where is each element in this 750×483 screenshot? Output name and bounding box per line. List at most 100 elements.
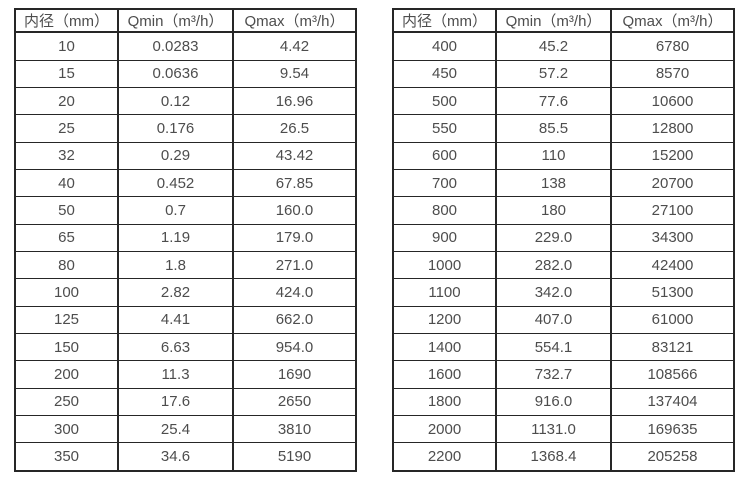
cell-qmin: 6.63 [117, 332, 234, 362]
cell-diameter: 1600 [392, 360, 497, 389]
table-row: 50 0.7 160.0 [14, 196, 357, 225]
cell-diameter: 1400 [392, 332, 497, 362]
cell-qmax: 67.85 [232, 168, 357, 198]
cell-qmax: 83121 [610, 332, 735, 362]
cell-diameter: 1000 [392, 250, 497, 280]
cell-qmax: 15200 [610, 141, 735, 170]
cell-qmin: 1368.4 [495, 442, 612, 473]
table-row: 2000 1131.0 169635 [392, 414, 735, 444]
table-row: 10 0.0283 4.42 [14, 31, 357, 61]
cell-diameter: 400 [392, 31, 497, 61]
cell-qmin: 110 [495, 141, 612, 170]
cell-qmax: 4.42 [232, 31, 357, 61]
cell-diameter: 2200 [392, 442, 497, 473]
table-row: 450 57.2 8570 [392, 59, 735, 88]
column-header-qmax: Qmax（m³/h） [232, 8, 357, 33]
cell-qmin: 11.3 [117, 360, 234, 389]
cell-diameter: 10 [14, 31, 119, 61]
cell-diameter: 1100 [392, 278, 497, 307]
cell-qmin: 0.0636 [117, 59, 234, 88]
cell-qmax: 179.0 [232, 223, 357, 252]
cell-qmin: 0.7 [117, 196, 234, 225]
cell-diameter: 800 [392, 196, 497, 225]
table-row: 40 0.452 67.85 [14, 168, 357, 198]
cell-diameter: 250 [14, 387, 119, 416]
cell-qmin: 0.29 [117, 141, 234, 170]
cell-diameter: 200 [14, 360, 119, 389]
table-row: 600 110 15200 [392, 141, 735, 170]
cell-qmax: 5190 [232, 442, 357, 473]
cell-diameter: 80 [14, 250, 119, 280]
column-header-diameter: 内径（mm） [392, 8, 497, 33]
cell-qmax: 424.0 [232, 278, 357, 307]
cell-qmin: 85.5 [495, 114, 612, 143]
table-row: 1000 282.0 42400 [392, 250, 735, 280]
table-row: 400 45.2 6780 [392, 31, 735, 61]
table-row: 900 229.0 34300 [392, 223, 735, 252]
cell-qmax: 43.42 [232, 141, 357, 170]
flow-spec-table-small-diameters: 内径（mm） Qmin（m³/h） Qmax（m³/h） 10 0.0283 4.42 1… [14, 8, 357, 473]
cell-diameter: 600 [392, 141, 497, 170]
cell-qmax: 12800 [610, 114, 735, 143]
table-row: 350 34.6 5190 [14, 442, 357, 473]
cell-qmax: 16.96 [232, 86, 357, 116]
cell-qmin: 1.8 [117, 250, 234, 280]
table-row: 100 2.82 424.0 [14, 278, 357, 307]
cell-qmin: 138 [495, 168, 612, 198]
cell-qmin: 2.82 [117, 278, 234, 307]
cell-diameter: 2000 [392, 414, 497, 444]
table-row: 2200 1368.4 205258 [392, 442, 735, 473]
cell-qmin: 4.41 [117, 305, 234, 334]
table-row: 15 0.0636 9.54 [14, 59, 357, 88]
cell-qmax: 271.0 [232, 250, 357, 280]
table-row: 125 4.41 662.0 [14, 305, 357, 334]
column-header-qmax: Qmax（m³/h） [610, 8, 735, 33]
cell-diameter: 900 [392, 223, 497, 252]
cell-diameter: 40 [14, 168, 119, 198]
cell-diameter: 50 [14, 196, 119, 225]
table-row: 1400 554.1 83121 [392, 332, 735, 362]
table-row: 80 1.8 271.0 [14, 250, 357, 280]
cell-qmin: 0.0283 [117, 31, 234, 61]
column-header-diameter: 内径（mm） [14, 8, 119, 33]
cell-qmin: 229.0 [495, 223, 612, 252]
cell-qmin: 0.176 [117, 114, 234, 143]
cell-diameter: 550 [392, 114, 497, 143]
cell-diameter: 150 [14, 332, 119, 362]
cell-qmin: 732.7 [495, 360, 612, 389]
table-row: 32 0.29 43.42 [14, 141, 357, 170]
cell-qmax: 108566 [610, 360, 735, 389]
cell-qmin: 77.6 [495, 86, 612, 116]
table-row: 25 0.176 26.5 [14, 114, 357, 143]
cell-qmin: 916.0 [495, 387, 612, 416]
cell-qmin: 0.12 [117, 86, 234, 116]
cell-qmax: 61000 [610, 305, 735, 334]
cell-diameter: 300 [14, 414, 119, 444]
cell-diameter: 32 [14, 141, 119, 170]
cell-diameter: 25 [14, 114, 119, 143]
column-header-qmin: Qmin（m³/h） [495, 8, 612, 33]
table-row: 250 17.6 2650 [14, 387, 357, 416]
cell-qmax: 51300 [610, 278, 735, 307]
cell-diameter: 500 [392, 86, 497, 116]
cell-diameter: 1800 [392, 387, 497, 416]
cell-qmin: 282.0 [495, 250, 612, 280]
cell-qmax: 34300 [610, 223, 735, 252]
cell-qmax: 169635 [610, 414, 735, 444]
cell-qmax: 160.0 [232, 196, 357, 225]
header-row: 内径（mm） Qmin（m³/h） Qmax（m³/h） [14, 8, 357, 33]
cell-qmax: 27100 [610, 196, 735, 225]
cell-diameter: 1200 [392, 305, 497, 334]
cell-qmin: 407.0 [495, 305, 612, 334]
cell-diameter: 15 [14, 59, 119, 88]
cell-diameter: 450 [392, 59, 497, 88]
cell-qmin: 34.6 [117, 442, 234, 473]
table-row: 550 85.5 12800 [392, 114, 735, 143]
table-row: 500 77.6 10600 [392, 86, 735, 116]
cell-qmax: 10600 [610, 86, 735, 116]
cell-qmax: 8570 [610, 59, 735, 88]
table-row: 300 25.4 3810 [14, 414, 357, 444]
cell-qmin: 180 [495, 196, 612, 225]
cell-qmin: 1131.0 [495, 414, 612, 444]
cell-qmax: 662.0 [232, 305, 357, 334]
